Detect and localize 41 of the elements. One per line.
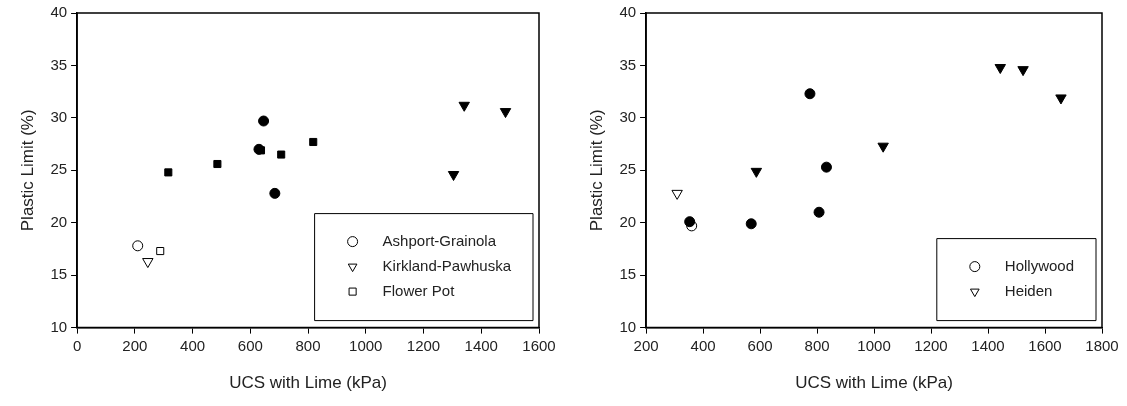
x-tick-label: 1200	[406, 336, 441, 354]
y-tick-label: 40	[50, 3, 68, 21]
y-axis-title: Plastic Limit (%)	[586, 109, 606, 232]
y-tick-label: 10	[619, 317, 637, 335]
legend-label: Hollywood	[1004, 256, 1074, 274]
x-tick-label: 200	[633, 336, 659, 354]
legend-label: Heiden	[1004, 281, 1053, 299]
y-axis-title: Plastic Limit (%)	[17, 109, 37, 232]
legend-label: Ashport-Grainola	[382, 231, 497, 249]
x-tick-label: 1400	[971, 336, 1005, 354]
x-tick-label: 200	[122, 336, 148, 354]
y-tick-label: 10	[50, 317, 68, 335]
y-tick-label: 40	[619, 3, 637, 21]
y-tick-label: 15	[619, 265, 637, 283]
x-tick-label: 600	[747, 336, 773, 354]
x-tick-label: 400	[690, 336, 716, 354]
y-tick-label: 20	[50, 212, 68, 230]
x-axis-title: UCS with Lime (kPa)	[795, 373, 953, 393]
y-tick-label: 25	[619, 160, 637, 178]
x-tick-label: 1200	[914, 336, 948, 354]
y-tick-label: 35	[50, 55, 68, 73]
x-tick-label: 0	[72, 336, 82, 354]
x-tick-label: 800	[295, 336, 321, 354]
y-tick-label: 20	[619, 212, 637, 230]
x-tick-label: 1600	[522, 336, 556, 354]
x-tick-label: 1000	[857, 336, 891, 354]
x-tick-label: 400	[180, 336, 206, 354]
x-tick-label: 1800	[1085, 336, 1119, 354]
legend-label: Flower Pot	[382, 281, 456, 299]
legend-label: Kirkland-Pawhuska	[382, 256, 512, 274]
x-axis-title: UCS with Lime (kPa)	[229, 373, 387, 393]
y-tick-label: 30	[50, 108, 68, 126]
x-tick-label: 800	[804, 336, 830, 354]
y-tick-label: 15	[50, 265, 68, 283]
x-tick-label: 1000	[349, 336, 383, 354]
y-tick-label: 30	[619, 108, 637, 126]
y-tick-label: 35	[619, 55, 637, 73]
x-tick-label: 1400	[464, 336, 498, 354]
x-tick-label: 600	[237, 336, 263, 354]
y-tick-label: 25	[50, 160, 68, 178]
x-tick-label: 1600	[1028, 336, 1062, 354]
